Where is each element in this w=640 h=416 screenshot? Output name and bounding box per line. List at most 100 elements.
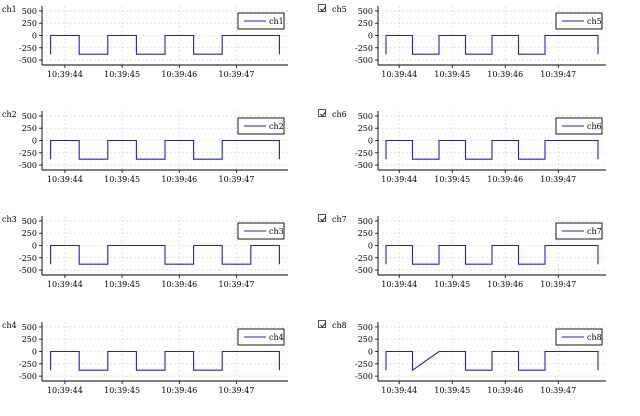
x-tick-label: 10:39:45 [434, 175, 470, 184]
y-tick-label: -250 [355, 44, 373, 53]
panel-ch6: ch6 10:39:44 10:39:45 10:39:46 10:39:47 500 2… [314, 105, 634, 205]
x-tick-label: 10:39:47 [540, 175, 576, 184]
legend-label: ch8 [587, 333, 602, 342]
y-tick-label: -500 [19, 56, 37, 65]
y-tick-label: 500 [358, 112, 373, 121]
chart-ch3: 10:39:44 10:39:45 10:39:46 10:39:47 500 250 0 -… [19, 216, 288, 289]
chart-ch2: 10:39:44 10:39:45 10:39:46 10:39:47 500 250 0 -… [19, 111, 288, 184]
panel-ch7: ch7 10:39:44 10:39:45 10:39:46 10:39:47 500 2… [314, 210, 634, 310]
x-tick-label: 10:39:47 [540, 386, 576, 395]
legend-label: ch3 [269, 227, 284, 236]
x-tick-label: 10:39:47 [219, 280, 255, 289]
ch6-checkbox[interactable] [318, 109, 327, 117]
y-tick-label: -250 [355, 254, 373, 263]
y-tick-label: 250 [22, 124, 37, 133]
y-tick-label: -500 [355, 266, 373, 275]
x-tick-label: 10:39:44 [47, 175, 83, 184]
y-tick-label: 0 [32, 242, 37, 251]
chart-ch8: 10:39:44 10:39:45 10:39:46 10:39:47 500 250 0 -… [355, 322, 606, 395]
channel-label: ch3 [2, 215, 17, 224]
panel-ch3: ch3 10:39:44 10:39:45 10:39:46 10:39:47 500 2… [0, 210, 320, 310]
y-tick-label: 0 [368, 137, 373, 146]
chart-ch6: 10:39:44 10:39:45 10:39:46 10:39:47 500 250 0 -… [355, 111, 606, 184]
x-tick-label: 10:39:45 [434, 280, 470, 289]
series-line-ch6 [385, 139, 599, 160]
x-tick-label: 10:39:47 [540, 70, 576, 79]
y-tick-label: -500 [19, 372, 37, 381]
y-tick-label: -250 [355, 149, 373, 158]
y-tick-label: 0 [368, 32, 373, 41]
x-tick-label: 10:39:47 [219, 386, 255, 395]
x-tick-label: 10:39:47 [219, 175, 255, 184]
y-tick-label: 0 [368, 348, 373, 357]
legend-label: ch4 [269, 333, 284, 342]
y-tick-label: -500 [19, 161, 37, 170]
channel-label: ch5 [332, 5, 347, 14]
x-tick-label: 10:39:45 [104, 280, 140, 289]
ch7-checkbox[interactable] [318, 214, 327, 222]
y-tick-label: 250 [358, 229, 373, 238]
legend-label: ch5 [587, 17, 602, 26]
x-tick-label: 10:39:44 [47, 280, 83, 289]
panel-ch2: ch2 10:39:44 10:39:45 10:39:46 10:39:47 500 2… [0, 105, 320, 205]
channel-label: ch4 [2, 321, 17, 330]
chart-ch1: 10:39:44 10:39:45 10:39:46 10:39:47 500 250 0 -… [19, 6, 288, 79]
y-tick-label: 500 [22, 323, 37, 332]
series-line-ch7 [385, 244, 599, 265]
x-tick-label: 10:39:46 [487, 386, 523, 395]
channel-label: ch8 [332, 321, 347, 330]
series-line-ch3 [50, 244, 280, 265]
y-tick-label: -250 [19, 360, 37, 369]
panel-ch8: ch8 10:39:44 10:39:45 10:39:46 10:39:47 500 2… [314, 316, 634, 416]
x-tick-label: 10:39:46 [487, 175, 523, 184]
panel-ch5: ch5 10:39:44 10:39:45 10:39:46 10:39:47 500 2… [314, 0, 634, 100]
series-line-ch4 [50, 350, 280, 371]
y-tick-label: 500 [22, 112, 37, 121]
y-tick-label: 250 [22, 335, 37, 344]
y-tick-label: 0 [32, 32, 37, 41]
x-tick-label: 10:39:44 [47, 70, 83, 79]
series-line-ch1 [50, 34, 280, 55]
legend-label: ch7 [587, 227, 602, 236]
channel-label: ch1 [2, 5, 17, 14]
x-tick-label: 10:39:44 [381, 70, 417, 79]
x-tick-label: 10:39:47 [219, 70, 255, 79]
y-tick-label: 0 [32, 348, 37, 357]
x-tick-label: 10:39:46 [161, 175, 197, 184]
y-tick-label: -250 [19, 149, 37, 158]
x-tick-label: 10:39:45 [104, 175, 140, 184]
x-tick-label: 10:39:46 [487, 280, 523, 289]
x-tick-label: 10:39:46 [161, 386, 197, 395]
x-tick-label: 10:39:45 [104, 70, 140, 79]
x-tick-label: 10:39:45 [434, 386, 470, 395]
y-tick-label: 250 [22, 229, 37, 238]
legend-label: ch6 [587, 122, 602, 131]
ch5-checkbox[interactable] [318, 4, 327, 12]
y-tick-label: -500 [19, 266, 37, 275]
y-tick-label: -500 [355, 56, 373, 65]
y-tick-label: 250 [358, 335, 373, 344]
series-line-ch5 [385, 34, 599, 55]
ch8-checkbox[interactable] [318, 320, 327, 328]
x-tick-label: 10:39:47 [540, 280, 576, 289]
y-tick-label: 500 [358, 217, 373, 226]
channel-label: ch2 [2, 110, 17, 119]
y-tick-label: -500 [355, 161, 373, 170]
x-tick-label: 10:39:46 [161, 280, 197, 289]
channel-label: ch7 [332, 215, 347, 224]
y-tick-label: 0 [32, 137, 37, 146]
y-tick-label: 500 [358, 7, 373, 16]
x-tick-label: 10:39:46 [161, 70, 197, 79]
x-tick-label: 10:39:44 [381, 386, 417, 395]
y-tick-label: 500 [22, 217, 37, 226]
x-tick-label: 10:39:44 [381, 280, 417, 289]
y-tick-label: -500 [355, 372, 373, 381]
series-line-ch8 [385, 350, 599, 372]
chart-ch5: 10:39:44 10:39:45 10:39:46 10:39:47 500 250 0 -… [355, 6, 606, 79]
x-tick-label: 10:39:44 [381, 175, 417, 184]
y-tick-label: -250 [19, 44, 37, 53]
y-tick-label: 250 [358, 124, 373, 133]
y-tick-label: 250 [358, 19, 373, 28]
legend-label: ch2 [269, 122, 284, 131]
y-tick-label: 500 [358, 323, 373, 332]
